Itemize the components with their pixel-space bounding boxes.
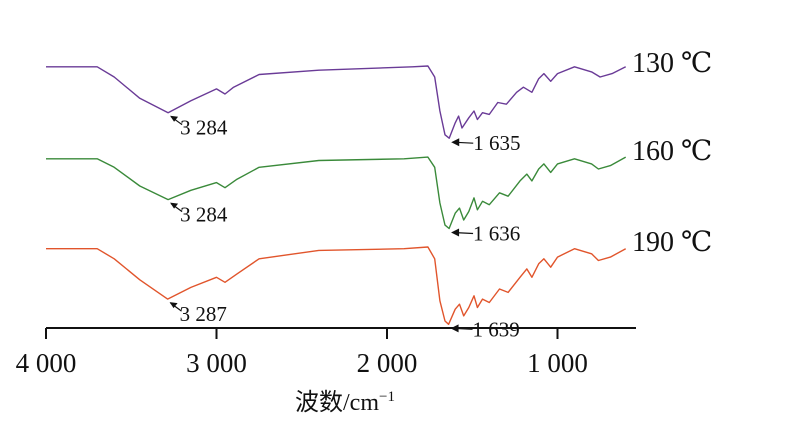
peak-arrowhead — [170, 115, 179, 122]
annotation-layer: 3 284 1 635 3 284 1 636 3 287 1 639 — [169, 115, 520, 341]
series-layer: 130 ℃ 160 ℃ 190 ℃ — [46, 48, 712, 325]
peak-label: 3 284 — [180, 203, 228, 227]
peak-annotation: 1 635 — [451, 131, 520, 155]
x-axis-title: 波数/cm−1 — [295, 389, 395, 416]
x-tick-label: 3 000 — [186, 348, 247, 378]
x-tick-label: 2 000 — [357, 348, 418, 378]
peak-label: 3 284 — [180, 116, 228, 140]
x-axis: 4 000 3 000 2 000 1 000 波数/cm−1 — [16, 327, 636, 416]
peak-annotation: 1 636 — [451, 222, 520, 246]
peak-arrowhead — [170, 202, 179, 209]
series-label-1: 130 ℃ — [632, 48, 712, 79]
peak-label: 1 636 — [473, 222, 520, 246]
x-ticks: 4 000 3 000 2 000 1 000 — [16, 328, 588, 378]
peak-annotation: 3 287 — [169, 302, 227, 326]
x-tick-label: 4 000 — [16, 348, 77, 378]
peak-arrowhead — [451, 138, 460, 147]
peak-arrowhead — [451, 228, 460, 237]
peak-label: 1 639 — [473, 317, 520, 341]
peak-annotation: 3 284 — [170, 202, 228, 227]
series-label-3: 190 ℃ — [632, 227, 712, 258]
peak-annotation: 3 284 — [170, 115, 228, 140]
series-label-2: 160 ℃ — [632, 136, 712, 167]
x-axis-title-superscript: −1 — [379, 389, 395, 405]
x-tick-label: 1 000 — [527, 348, 588, 378]
peak-label: 3 287 — [180, 302, 227, 326]
series-line-3 — [46, 246, 627, 325]
peak-label: 1 635 — [473, 131, 520, 155]
peak-annotation: 1 639 — [450, 317, 520, 341]
series-line-2 — [46, 156, 627, 230]
series-line-1 — [46, 65, 627, 139]
x-axis-title-text: 波数/cm — [295, 389, 379, 416]
peak-arrowhead — [169, 302, 178, 309]
